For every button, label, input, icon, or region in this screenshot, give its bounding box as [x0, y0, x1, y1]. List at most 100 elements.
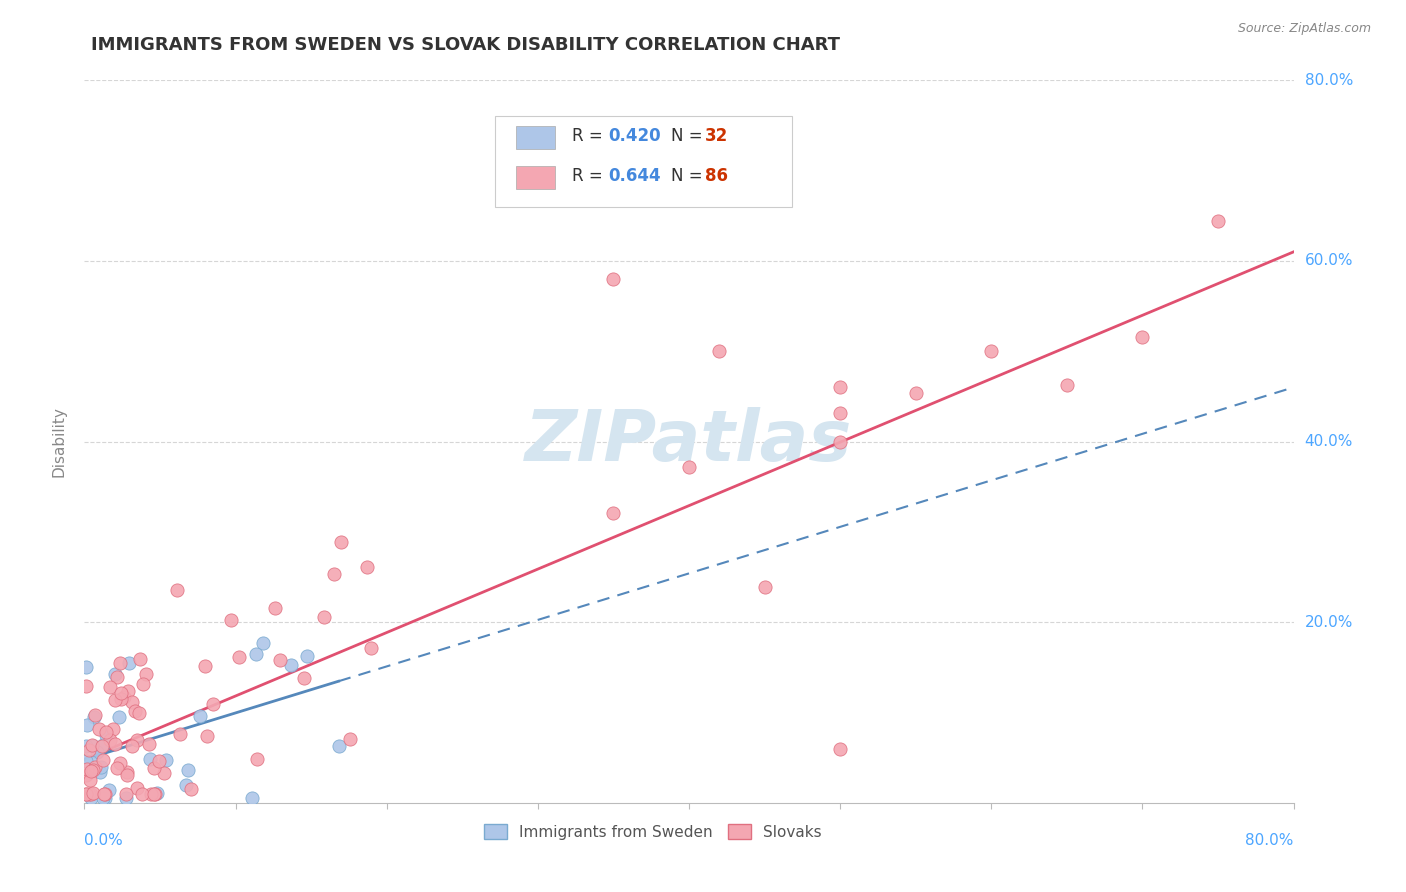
Point [904, 385, 927, 400]
Point [86, 745, 108, 759]
Point [148, 754, 170, 768]
Point [75, 768, 97, 782]
Point [709, 344, 731, 359]
Point [82, 786, 104, 800]
Point [124, 704, 146, 718]
Point [94, 725, 117, 739]
Point [264, 600, 287, 615]
Point [121, 695, 143, 709]
Point [75, 739, 97, 754]
Point [104, 737, 127, 751]
Point [153, 766, 176, 780]
Point [297, 649, 319, 664]
Point [602, 272, 624, 286]
Point [174, 778, 197, 792]
Point [830, 406, 852, 420]
Point [129, 652, 152, 666]
Point [80, 791, 103, 805]
Point [115, 787, 138, 801]
Point [75, 679, 97, 693]
Point [602, 506, 624, 520]
Point [105, 761, 128, 775]
Point [177, 763, 200, 777]
Point [754, 580, 776, 594]
Point [139, 752, 162, 766]
Point [269, 653, 291, 667]
Point [146, 786, 169, 800]
Point [91, 753, 114, 767]
Text: IMMIGRANTS FROM SWEDEN VS SLOVAK DISABILITY CORRELATION CHART: IMMIGRANTS FROM SWEDEN VS SLOVAK DISABIL… [91, 36, 841, 54]
Point [112, 690, 135, 704]
Point [75, 787, 97, 801]
Point [188, 709, 211, 723]
Point [195, 729, 218, 743]
Point [87, 722, 110, 736]
Point [143, 787, 166, 801]
Text: 80.0%: 80.0% [1246, 833, 1294, 848]
Point [180, 781, 202, 796]
Point [82, 739, 104, 753]
Point [108, 756, 131, 771]
Point [84, 760, 107, 774]
Point [91, 791, 114, 805]
Point [79, 787, 101, 801]
Point [292, 671, 315, 685]
Point [114, 791, 136, 805]
Point [1130, 330, 1153, 344]
Point [77, 787, 100, 801]
Text: 40.0%: 40.0% [1305, 434, 1353, 449]
Point [128, 706, 150, 720]
Point [79, 772, 101, 787]
Point [83, 709, 105, 723]
Point [79, 764, 101, 779]
Text: 0.0%: 0.0% [84, 833, 124, 848]
Point [104, 666, 127, 681]
Point [94, 787, 117, 801]
Point [104, 693, 127, 707]
Point [360, 640, 382, 655]
Text: 0.644: 0.644 [607, 167, 661, 185]
Text: 80.0%: 80.0% [1305, 73, 1353, 87]
Point [89, 764, 111, 779]
Point [132, 676, 155, 690]
Point [228, 650, 250, 665]
Point [76, 762, 98, 776]
Point [75, 754, 97, 768]
Point [246, 752, 269, 766]
Point [166, 582, 188, 597]
Point [98, 732, 121, 747]
Point [245, 647, 267, 661]
Point [94, 791, 117, 805]
Point [219, 613, 242, 627]
Point [1206, 214, 1229, 228]
Point [201, 698, 224, 712]
Text: 60.0%: 60.0% [1305, 253, 1353, 268]
Point [280, 658, 302, 673]
Point [143, 787, 166, 801]
Point [138, 737, 160, 751]
Point [127, 733, 149, 747]
Point [93, 787, 115, 801]
Point [115, 768, 138, 782]
Point [117, 684, 139, 698]
Point [94, 728, 117, 742]
Point [169, 727, 191, 741]
Point [115, 764, 138, 779]
Point [77, 743, 100, 757]
Text: ZIPatlas: ZIPatlas [526, 407, 852, 476]
Point [75, 787, 97, 801]
Point [84, 707, 107, 722]
Point [678, 459, 700, 474]
Point [108, 710, 131, 724]
Y-axis label: Disability: Disability [51, 406, 66, 477]
Text: 0.420: 0.420 [607, 127, 661, 145]
Point [98, 782, 121, 797]
Point [90, 760, 112, 774]
Point [1056, 377, 1078, 392]
Point [830, 741, 852, 756]
Point [110, 686, 132, 700]
Point [240, 791, 263, 805]
Text: N =: N = [671, 127, 707, 145]
Point [980, 344, 1002, 359]
Text: R =: R = [572, 167, 607, 185]
